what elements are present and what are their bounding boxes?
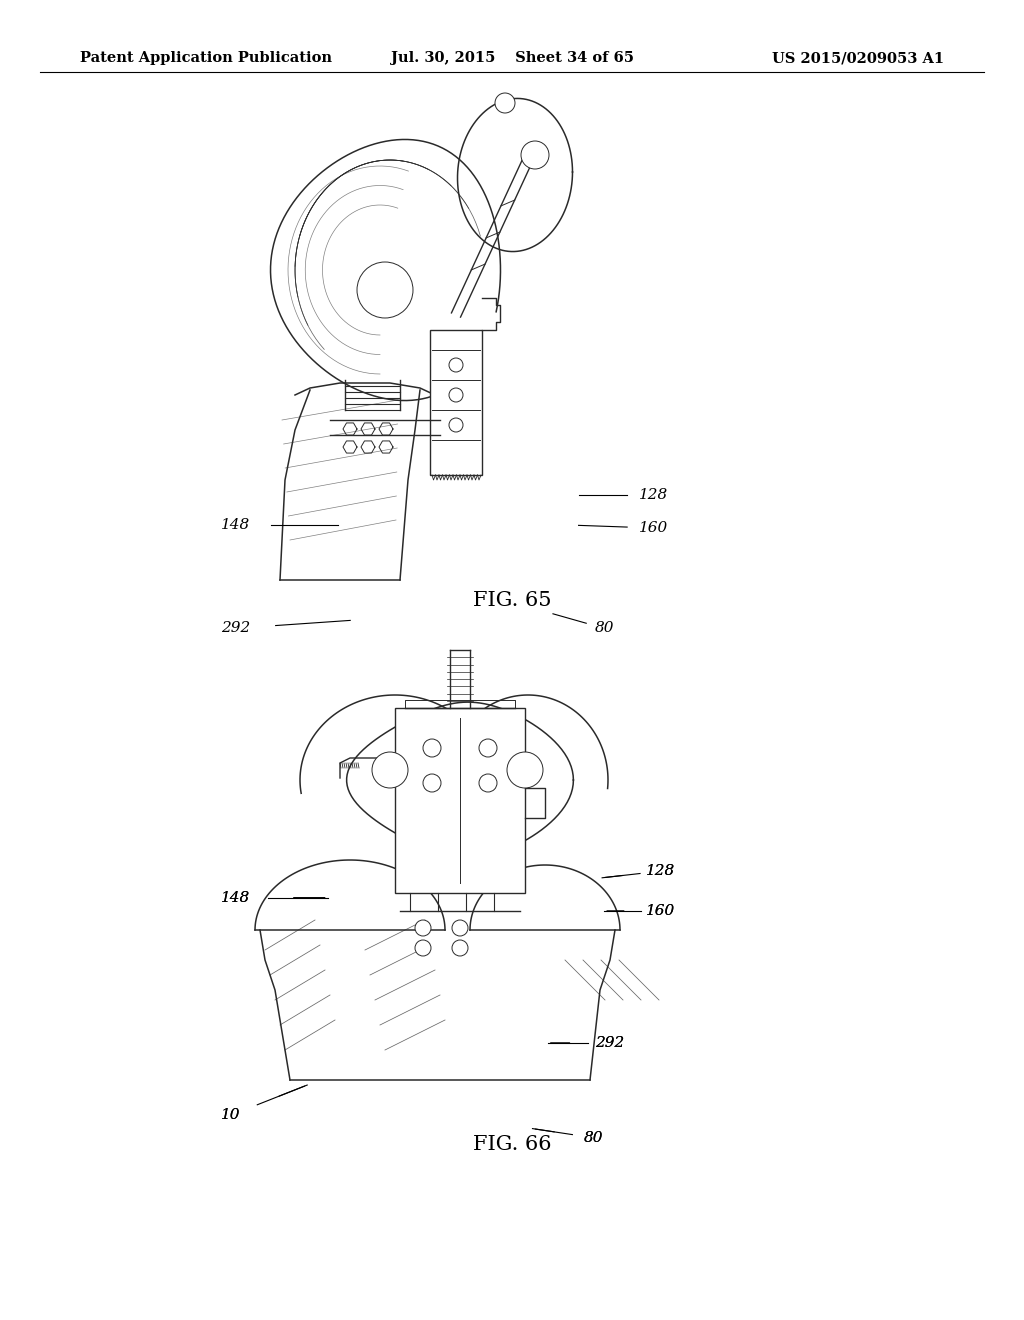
Text: 10: 10: [220, 1109, 241, 1122]
Circle shape: [507, 752, 543, 788]
Text: 148: 148: [221, 891, 250, 904]
Circle shape: [452, 940, 468, 956]
Text: 148: 148: [221, 519, 250, 532]
Text: 10: 10: [220, 1109, 241, 1122]
Text: FIG. 66: FIG. 66: [473, 1135, 551, 1155]
Text: 292: 292: [595, 1036, 624, 1049]
Circle shape: [479, 739, 497, 756]
Circle shape: [521, 141, 549, 169]
Text: 80: 80: [594, 622, 614, 635]
Circle shape: [415, 940, 431, 956]
Text: US 2015/0209053 A1: US 2015/0209053 A1: [772, 51, 944, 65]
Circle shape: [449, 358, 463, 372]
Text: Jul. 30, 2015  Sheet 34 of 65: Jul. 30, 2015 Sheet 34 of 65: [390, 51, 634, 65]
Circle shape: [449, 418, 463, 432]
Text: 128: 128: [646, 865, 675, 878]
Text: 160: 160: [646, 904, 675, 917]
Circle shape: [479, 774, 497, 792]
Text: 128: 128: [639, 488, 668, 502]
Text: 148: 148: [221, 891, 250, 904]
FancyBboxPatch shape: [430, 330, 482, 475]
Text: 292: 292: [221, 622, 250, 635]
Circle shape: [449, 388, 463, 403]
Text: 128: 128: [646, 865, 675, 878]
Circle shape: [415, 920, 431, 936]
Text: 80: 80: [584, 1131, 604, 1144]
Circle shape: [452, 920, 468, 936]
Circle shape: [372, 752, 408, 788]
FancyBboxPatch shape: [395, 708, 525, 894]
Circle shape: [495, 92, 515, 114]
Text: 80: 80: [584, 1131, 604, 1144]
Text: Patent Application Publication: Patent Application Publication: [80, 51, 332, 65]
Text: 292: 292: [595, 1036, 624, 1049]
Text: 160: 160: [639, 521, 668, 535]
Circle shape: [423, 739, 441, 756]
Text: 160: 160: [646, 904, 675, 917]
Text: FIG. 65: FIG. 65: [473, 590, 551, 610]
Circle shape: [423, 774, 441, 792]
